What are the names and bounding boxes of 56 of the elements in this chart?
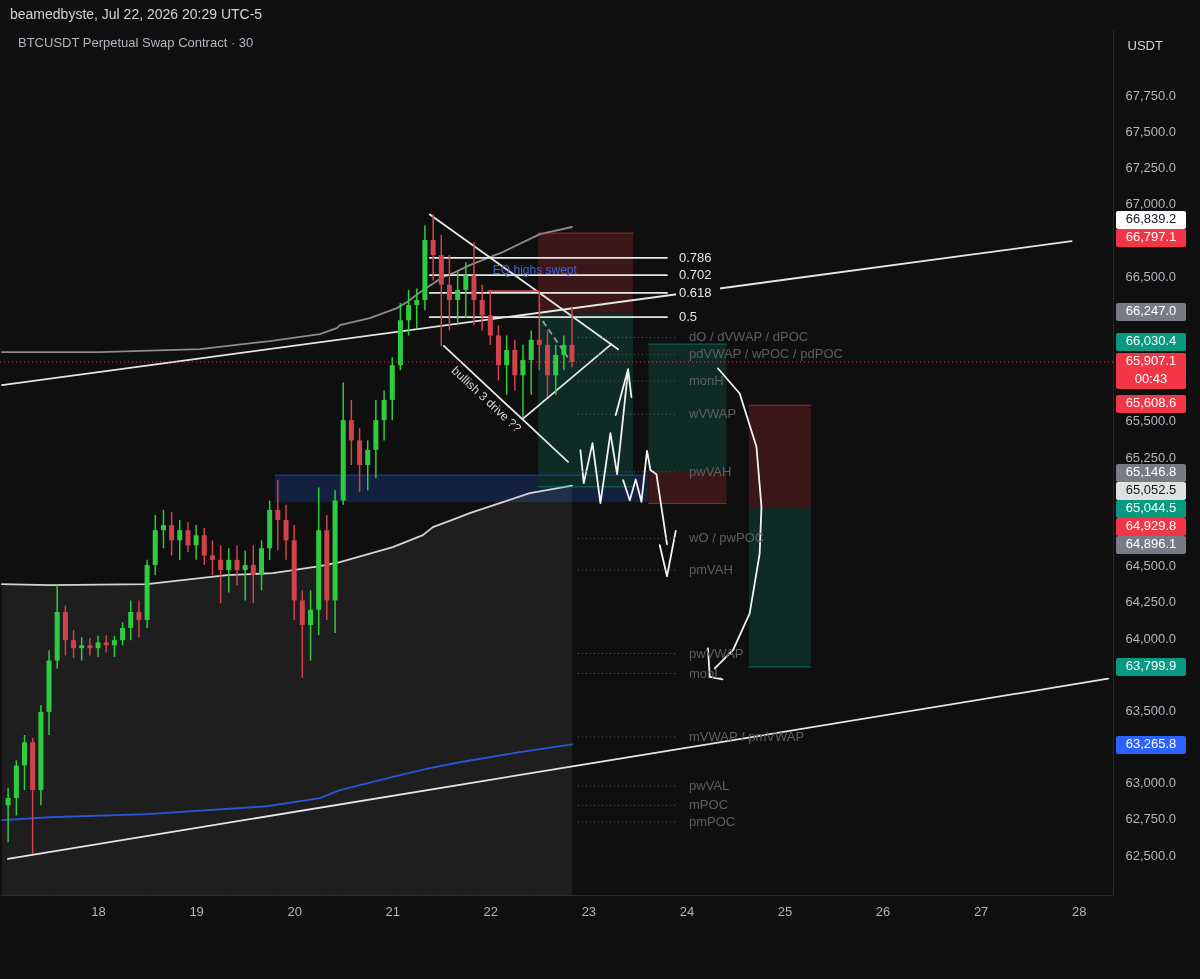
x-tick-label: 18 (91, 903, 106, 919)
text: 63,265.8 (1125, 736, 1177, 751)
text: 65,146.8 (1125, 464, 1177, 479)
y-tick-label: 63,500.0 (1125, 702, 1177, 718)
y-tick-label: 65,250.0 (1125, 449, 1177, 465)
x-tick-label: 22 (483, 903, 499, 919)
y-tick-label: 67,250.0 (1125, 160, 1177, 176)
x-tick-label: 26 (875, 903, 891, 919)
text: 66,030.4 (1125, 333, 1177, 348)
y-tick-label: 67,000.0 (1125, 196, 1177, 212)
series-label: pmPOC (689, 813, 736, 829)
y-tick-label: 64,250.0 (1125, 594, 1177, 610)
x-tick-label: 21 (385, 903, 400, 919)
series-label: pwVAH (689, 463, 732, 479)
series-label: mVWAP / pmVWAP (689, 728, 805, 744)
series-label: pdVWAP / wPOC / pdPOC (689, 346, 843, 362)
text: 65,608.6 (1125, 395, 1177, 410)
y-tick-label: 67,500.0 (1125, 123, 1177, 139)
y-tick-label: 67,750.0 (1125, 87, 1177, 103)
series-label: monH (689, 372, 724, 388)
x-tick-label: 19 (189, 903, 204, 919)
y-tick-label: 66,500.0 (1125, 268, 1177, 284)
series-label: 0.618 (679, 284, 712, 300)
text: 66,797.1 (1125, 229, 1177, 244)
series-label: 0.702 (679, 267, 712, 283)
series-label: 0.786 (679, 249, 712, 265)
text: 64,929.8 (1125, 518, 1177, 533)
x-tick-label: 24 (679, 903, 695, 919)
x-tick-label: 23 (581, 903, 597, 919)
text: 64,896.1 (1125, 536, 1177, 551)
y-tick-label: 65,500.0 (1125, 413, 1177, 429)
series-label: pwVAL (689, 778, 730, 794)
text: 66,839.2 (1125, 211, 1177, 226)
x-tick-label: 27 (973, 903, 989, 919)
text: 63,799.9 (1125, 658, 1177, 673)
series-label: mPOC (689, 797, 729, 813)
text: beamedbyste, Jul 22, 2026 20:29 UTC-5 (10, 6, 263, 22)
chart-title: BTCUSDT Perpetual Swap Contract · 30 (18, 35, 254, 50)
y-tick-label: 62,750.0 (1125, 811, 1177, 827)
series-label: 0.5 (679, 309, 698, 325)
y-tick-label: 62,500.0 (1125, 847, 1177, 863)
x-tick-label: 28 (1071, 903, 1087, 919)
y-tick-label: 63,000.0 (1125, 775, 1177, 791)
series-label: pmVAH (689, 562, 733, 578)
y-tick-label: 64,500.0 (1125, 558, 1177, 574)
text: 65,044.5 (1125, 500, 1177, 515)
series-label: dO / dVWAP / dPOC (689, 329, 809, 345)
text: 66,247.0 (1125, 303, 1177, 318)
y-axis-title: USDT (1127, 37, 1163, 53)
annotation: EQ highs swept (492, 263, 578, 278)
x-tick-label: 25 (777, 903, 793, 919)
y-tick-label: 64,000.0 (1125, 630, 1177, 646)
text: 65,052.5 (1125, 482, 1177, 497)
ref-line-label: 65,907.1 00:43 (1125, 352, 1177, 386)
x-tick-label: 20 (287, 903, 302, 919)
series-label: wVWAP (688, 406, 737, 422)
